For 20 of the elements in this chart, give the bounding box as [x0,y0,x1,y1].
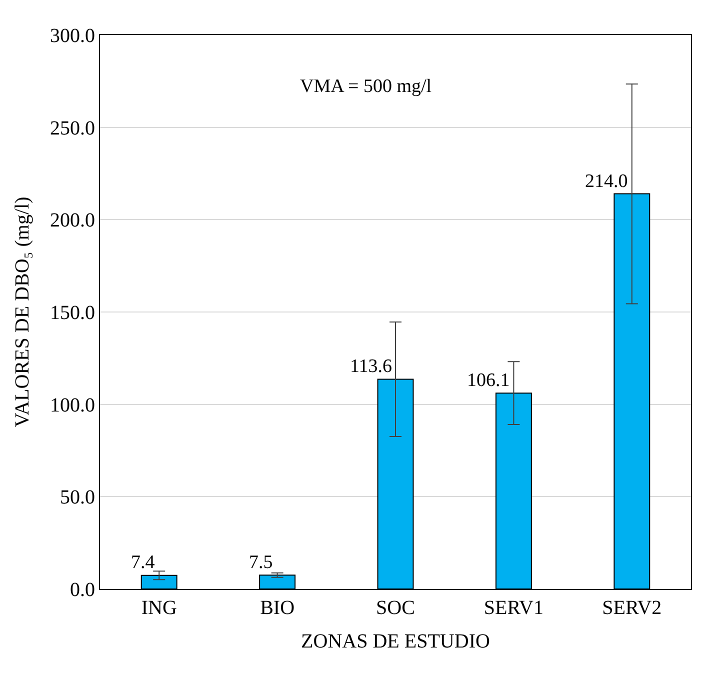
x-tick-label: SERV1 [484,597,544,619]
y-tick-label: 50.0 [60,486,95,509]
y-tick-label: 100.0 [50,394,95,416]
y-tick-label: 300.0 [50,25,95,47]
y-tick-label: 200.0 [50,210,95,232]
y-axis-title: VALORES DE DBO₅ (mg/l) [12,196,34,428]
x-axis-title: ZONAS DE ESTUDIO [301,630,490,652]
x-tick-label: ING [141,597,177,619]
data-label: 106.1 [467,370,510,391]
data-label: 7.4 [131,552,156,573]
data-label: 113.6 [350,356,392,377]
x-tick-label: BIO [260,597,295,619]
data-label: 214.0 [585,171,628,192]
y-tick-label: 0.0 [70,579,95,601]
annotation: VMA = 500 mg/l [300,76,432,97]
y-tick-label: 250.0 [50,117,95,140]
data-label: 7.5 [249,552,273,573]
y-tick-label: 150.0 [50,302,95,324]
x-tick-label: SERV2 [602,597,662,619]
x-tick-label: SOC [376,597,415,619]
